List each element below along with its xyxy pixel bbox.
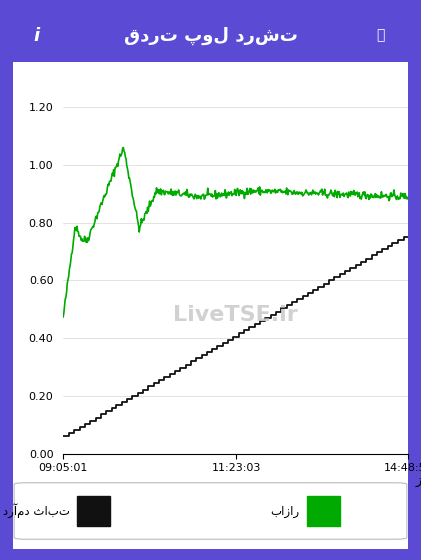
X-axis label: زمان: زمان: [416, 474, 421, 487]
FancyBboxPatch shape: [14, 483, 407, 539]
Text: صندوق های درآمد ثابت: صندوق های درآمد ثابت: [0, 503, 70, 519]
Text: بازار: بازار: [270, 505, 299, 517]
Text: ⛓: ⛓: [376, 29, 385, 43]
Text: LiveTSE.ir: LiveTSE.ir: [173, 305, 298, 325]
Bar: [77, 496, 110, 526]
Text: i: i: [33, 26, 40, 45]
Text: قدرت پول درشت: قدرت پول درشت: [123, 26, 298, 45]
Bar: [307, 496, 340, 526]
